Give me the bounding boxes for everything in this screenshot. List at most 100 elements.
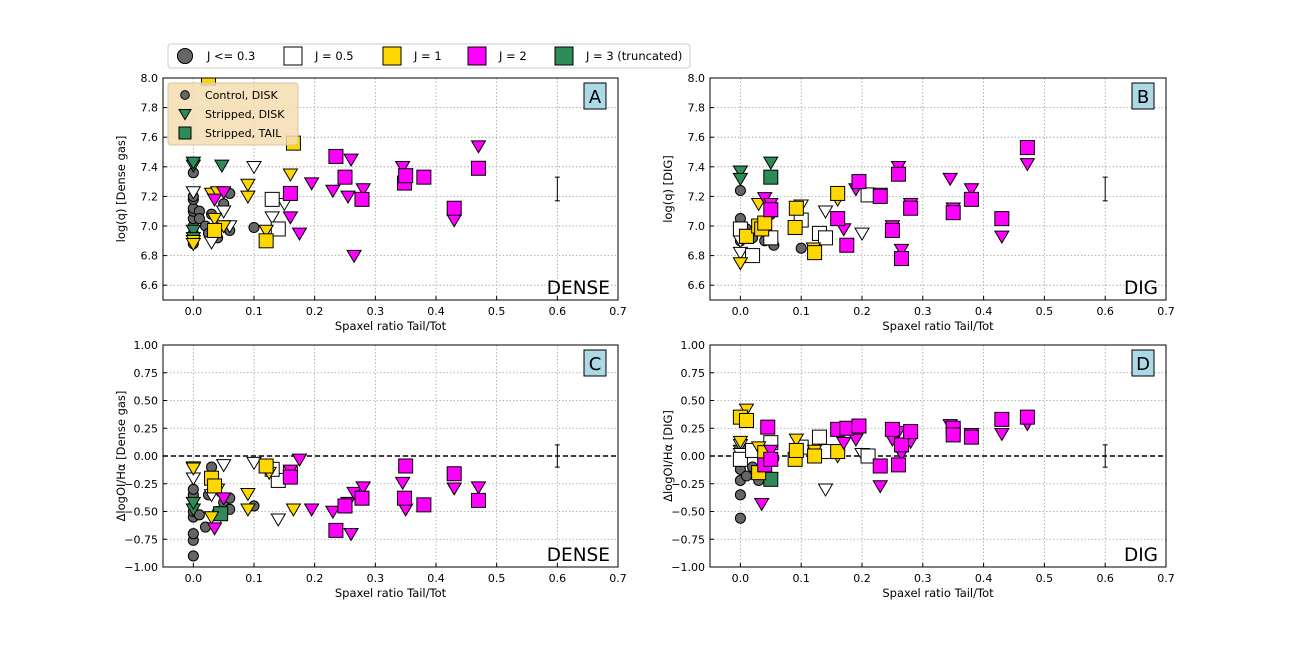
y-tick-label-5: 0.25 — [134, 422, 159, 435]
point-j1-triangle-38 — [206, 212, 223, 227]
point-j1-triangle-29 — [732, 257, 749, 271]
panels: 0.0 0.1 0.2 0.3 0.4 0.5 0.6 0.7 6.6 6.8 7.0 7.2 7.4 7… — [114, 72, 1175, 600]
point-j2-square-56 — [763, 451, 779, 467]
point-j2-triangle-42 — [835, 436, 852, 451]
point-j1-triangle-43 — [185, 238, 202, 252]
point-j2-square-64 — [337, 169, 353, 185]
point-j05-triangle-29 — [246, 161, 262, 175]
legend-marker-j2 — [467, 46, 487, 66]
x-tick-label-1: 0.1 — [792, 305, 810, 318]
point-j2-square-63 — [903, 200, 919, 216]
point-j2-square-57 — [839, 237, 855, 253]
point-j2-triangle-54 — [470, 481, 487, 495]
point-j3-triangle-21 — [185, 156, 202, 170]
point-j1-triangle-39 — [240, 178, 256, 193]
x-tick-label-4: 0.4 — [427, 305, 445, 318]
point-j2-triangle-53 — [324, 184, 341, 199]
point-j2-triangle-50 — [282, 211, 299, 225]
legend-marker-j3 — [554, 46, 574, 66]
point-j2-triangle-48 — [893, 243, 910, 258]
y-tick-label-6: 7.8 — [688, 102, 706, 115]
legend-label-j05: J = 0.5 — [314, 49, 354, 63]
y-tick-label-3: 7.2 — [141, 190, 159, 203]
point-j2-triangle-52 — [303, 177, 320, 191]
point-j1-square-33 — [738, 228, 754, 244]
panel-A: 0.0 0.1 0.2 0.3 0.4 0.5 0.6 0.7 6.6 6.8 7.0 7.2 7.4 7… — [114, 72, 627, 333]
points-group — [732, 403, 1036, 524]
point-j05-triangle-27 — [270, 513, 287, 527]
point-j2-triangle-51 — [291, 227, 308, 242]
point-j2-triangle-42 — [215, 492, 232, 506]
y-tick-label-0: −1.00 — [124, 561, 158, 574]
point-j2-triangle-40 — [753, 497, 770, 512]
panel-B: 0.0 0.1 0.2 0.3 0.4 0.5 0.6 0.7 6.6 6.8 7.0 7.2 7.4 7… — [661, 72, 1175, 333]
x-axis-label: Spaxel ratio Tail/Tot — [882, 319, 994, 333]
point-j05-square-32 — [264, 191, 280, 207]
y-tick-label-8: 1.00 — [681, 339, 706, 352]
point-j2-triangle-53 — [446, 482, 463, 496]
point-j1-square-40 — [830, 185, 846, 201]
x-tick-label-1: 0.1 — [245, 305, 263, 318]
point-j3-triangle-22 — [213, 159, 230, 173]
point-j03-circle-10 — [795, 242, 807, 254]
x-tick-label-1: 0.1 — [245, 572, 263, 585]
y-tick-label-0: 6.6 — [141, 279, 159, 292]
point-j2-square-55 — [760, 419, 776, 435]
point-j2-square-58 — [354, 490, 370, 506]
point-j2-square-67 — [963, 429, 979, 445]
point-j05-square-19 — [732, 451, 748, 467]
point-j2-square-56 — [830, 211, 846, 227]
point-j05-square-23 — [745, 248, 761, 264]
point-j2-triangle-44 — [872, 480, 889, 494]
point-j2-square-65 — [963, 191, 979, 207]
y-tick-label-7: 8.0 — [688, 72, 706, 85]
y-tick-label-1: −0.75 — [671, 533, 705, 546]
point-j3-triangle-13 — [762, 156, 779, 170]
x-tick-label-4: 0.4 — [975, 305, 993, 318]
panel-C: 0.0 0.1 0.2 0.3 0.4 0.5 0.6 0.7 −1.00 −0.75 −0.50 −… — [114, 339, 627, 600]
point-j2-triangle-41 — [206, 522, 223, 536]
panel-label: A — [589, 87, 602, 108]
point-j2-square-60 — [872, 458, 888, 474]
point-j2-square-59 — [872, 188, 888, 204]
y-tick-label-7: 0.75 — [681, 367, 706, 380]
panel-D: 0.0 0.1 0.2 0.3 0.4 0.5 0.6 0.7 −1.00 −0.75 −0.50 −… — [661, 339, 1175, 600]
panel-label-box — [1131, 349, 1155, 377]
point-j1-triangle-30 — [750, 198, 767, 212]
y-tick-label-4: 7.4 — [141, 161, 159, 174]
point-j3-triangle-12 — [732, 172, 749, 187]
legend-marker-j03 — [176, 47, 194, 65]
points-group — [185, 78, 487, 264]
legend-marker-j05 — [283, 46, 303, 66]
point-j1-triangle-34 — [240, 503, 256, 517]
top-legend: J <= 0.3 J = 0.5 J = 1 J = 2 J = 3 (truncate… — [167, 43, 691, 69]
y-tick-label-2: −0.50 — [671, 506, 705, 519]
x-tick-label-2: 0.2 — [306, 305, 324, 318]
y-tick-label-4: 0.00 — [681, 450, 706, 463]
inset-legend-marker-square — [178, 126, 192, 140]
x-tick-label-6: 0.6 — [1096, 572, 1114, 585]
point-j2-square-62 — [282, 185, 298, 201]
y-axis-label: ΔlogOI/Hα [Dense gas] — [114, 391, 128, 522]
x-tick-label-1: 0.1 — [792, 572, 810, 585]
point-j03-circle-11 — [193, 213, 205, 225]
point-j2-triangle-51 — [394, 476, 411, 491]
point-j1-triangle-26 — [732, 435, 749, 450]
x-tick-label-5: 0.5 — [488, 572, 506, 585]
y-tick-label-6: 7.8 — [141, 102, 159, 115]
y-tick-label-8: 1.00 — [134, 339, 159, 352]
point-j2-triangle-57 — [355, 183, 372, 197]
y-tick-label-3: 7.2 — [688, 190, 706, 203]
point-j03-circle-0 — [734, 512, 746, 524]
point-j2-triangle-61 — [470, 140, 487, 154]
x-tick-label-0: 0.0 — [732, 572, 750, 585]
point-j2-triangle-48 — [206, 193, 223, 207]
y-tick-label-2: 7.0 — [688, 220, 706, 233]
point-j2-square-63 — [894, 437, 910, 453]
inset-legend-label-circle: Control, DISK — [205, 89, 278, 102]
x-tick-label-7: 0.7 — [1157, 305, 1175, 318]
point-j05-square-25 — [860, 448, 876, 464]
point-j2-triangle-52 — [963, 183, 980, 197]
point-j2-triangle-41 — [762, 444, 779, 459]
